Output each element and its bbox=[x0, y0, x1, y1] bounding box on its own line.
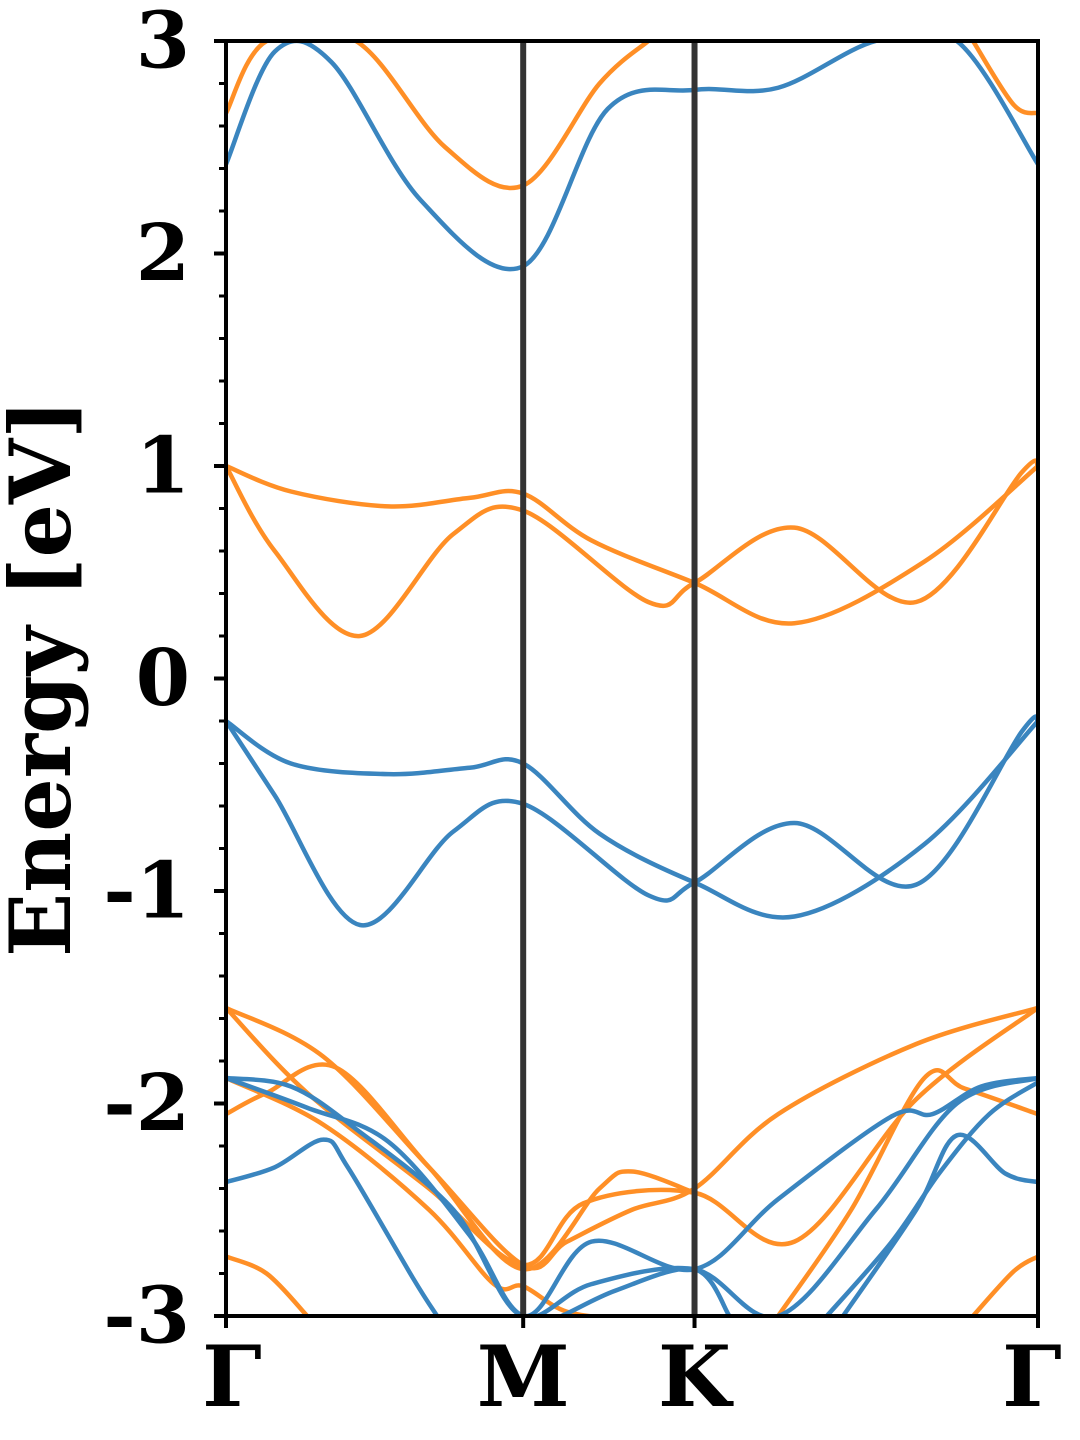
band-line-blue-16 bbox=[226, 1137, 440, 1316]
band-line-blue-5 bbox=[226, 718, 1038, 920]
band-line-orange-7 bbox=[226, 1005, 1038, 1271]
band-line-blue-14 bbox=[226, 1075, 1038, 1316]
y-axis-label: Energy [eV] bbox=[0, 399, 90, 957]
band-line-blue-19 bbox=[824, 1080, 1038, 1316]
band-line-orange-1 bbox=[226, 41, 651, 191]
y-tick-label: 3 bbox=[136, 0, 190, 87]
band-line-blue-17 bbox=[840, 1132, 1038, 1316]
kpoint-separator-layer bbox=[520, 41, 698, 1316]
y-tick-label: -2 bbox=[103, 1058, 190, 1149]
y-tick-label: -1 bbox=[103, 846, 190, 937]
band-line-orange-9 bbox=[226, 1062, 697, 1272]
band-line-blue-6 bbox=[226, 714, 1038, 928]
band-line-blue-15 bbox=[226, 1075, 1038, 1316]
band-line-orange-8 bbox=[226, 1005, 1038, 1268]
series-layer bbox=[226, 41, 1038, 1316]
band-line-orange-13 bbox=[226, 1075, 610, 1316]
y-tick-label: 1 bbox=[136, 421, 190, 512]
band-line-orange-2 bbox=[970, 41, 1038, 116]
y-axis-ticks: -3 -2 -1 0 1 2 3 bbox=[103, 0, 226, 1362]
x-tick-label: Γ bbox=[202, 1327, 262, 1426]
x-tick-label: Γ bbox=[1002, 1327, 1062, 1426]
band-line-blue-0 bbox=[226, 41, 1038, 272]
band-line-blue-18 bbox=[520, 1266, 732, 1316]
band-line-orange-3 bbox=[226, 463, 1038, 626]
band-line-orange-12 bbox=[970, 1254, 1038, 1316]
y-tick-label: 0 bbox=[136, 633, 190, 724]
x-tick-label: M bbox=[477, 1327, 570, 1426]
y-tick-label: -3 bbox=[103, 1271, 190, 1362]
band-line-orange-4 bbox=[226, 458, 1038, 639]
band-line-orange-11 bbox=[226, 1254, 310, 1316]
y-tick-label: 2 bbox=[136, 208, 190, 299]
x-tick-label: K bbox=[658, 1327, 734, 1426]
